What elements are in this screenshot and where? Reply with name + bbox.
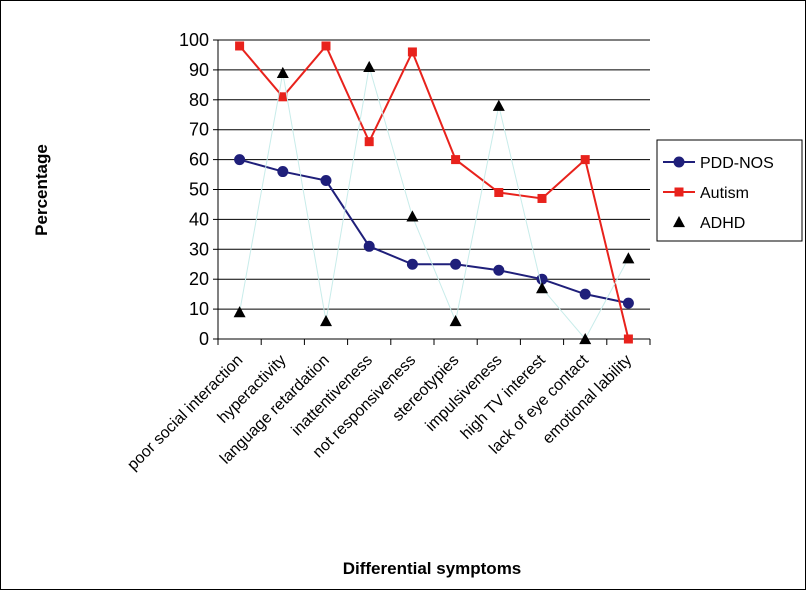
pdd-nos-point	[234, 154, 246, 166]
adhd-point	[406, 210, 419, 222]
y-axis-title: Percentage	[32, 144, 51, 236]
pdd-nos-point	[277, 166, 289, 178]
series-autism	[235, 41, 633, 344]
y-tick-label: 30	[189, 239, 209, 259]
y-tick-label: 90	[189, 60, 209, 80]
pdd-nos-point	[579, 288, 591, 300]
pdd-nos-point	[622, 297, 634, 309]
adhd-line	[239, 66, 629, 340]
axes-layer	[213, 39, 651, 345]
adhd-point	[579, 333, 592, 345]
adhd-point	[276, 66, 289, 78]
adhd-point	[363, 60, 376, 73]
grid-layer	[218, 39, 650, 340]
autism-point	[451, 155, 461, 165]
pdd-nos-point	[406, 258, 418, 270]
autism-point	[580, 155, 590, 165]
legend-item-autism: Autism	[663, 185, 749, 202]
autism-line	[238, 44, 630, 340]
y-tick-label: 0	[199, 329, 209, 349]
pdd-nos-point	[493, 264, 505, 276]
series-layer	[233, 41, 635, 345]
legend-swatch-marker	[673, 156, 685, 168]
autism-point	[235, 41, 245, 51]
y-tick-label: 10	[189, 299, 209, 319]
y-tick-label: 20	[189, 269, 209, 289]
autism-point	[278, 92, 288, 102]
y-tick-label: 40	[189, 209, 209, 229]
pdd-nos-line	[239, 158, 629, 305]
adhd-point	[622, 252, 635, 264]
adhd-point	[320, 315, 332, 327]
adhd-point	[492, 99, 505, 111]
legend-swatch-marker	[673, 216, 685, 228]
autism-point	[321, 41, 331, 51]
autism-point	[494, 187, 504, 197]
y-tick-label: 100	[179, 30, 209, 50]
series-adhd	[233, 60, 635, 345]
pdd-nos-point	[363, 240, 375, 252]
adhd-point	[449, 315, 462, 327]
x-axis-title: Differential symptoms	[343, 559, 522, 578]
legend: PDD-NOS Autism ADHD	[656, 139, 803, 242]
pdd-nos-point	[450, 258, 462, 270]
adhd-point	[233, 306, 246, 318]
autism-point	[364, 137, 374, 147]
autism-point	[623, 334, 633, 344]
legend-label: PDD-NOS	[700, 155, 774, 172]
adhd-point	[536, 282, 548, 294]
y-tick-label: 60	[189, 150, 209, 170]
legend-label: ADHD	[700, 215, 745, 232]
autism-point	[407, 47, 417, 57]
autism-point	[537, 193, 547, 203]
legend-item-adhd: ADHD	[673, 215, 745, 232]
legend-item-pdd-nos: PDD-NOS	[663, 155, 774, 172]
legend-swatch-marker	[674, 187, 684, 197]
y-tick-label: 80	[189, 90, 209, 110]
legend-label: Autism	[700, 185, 749, 202]
series-pdd-nos	[234, 154, 634, 309]
y-tick-label: 70	[189, 120, 209, 140]
pdd-nos-point	[320, 175, 332, 187]
y-tick-label: 50	[189, 180, 209, 200]
